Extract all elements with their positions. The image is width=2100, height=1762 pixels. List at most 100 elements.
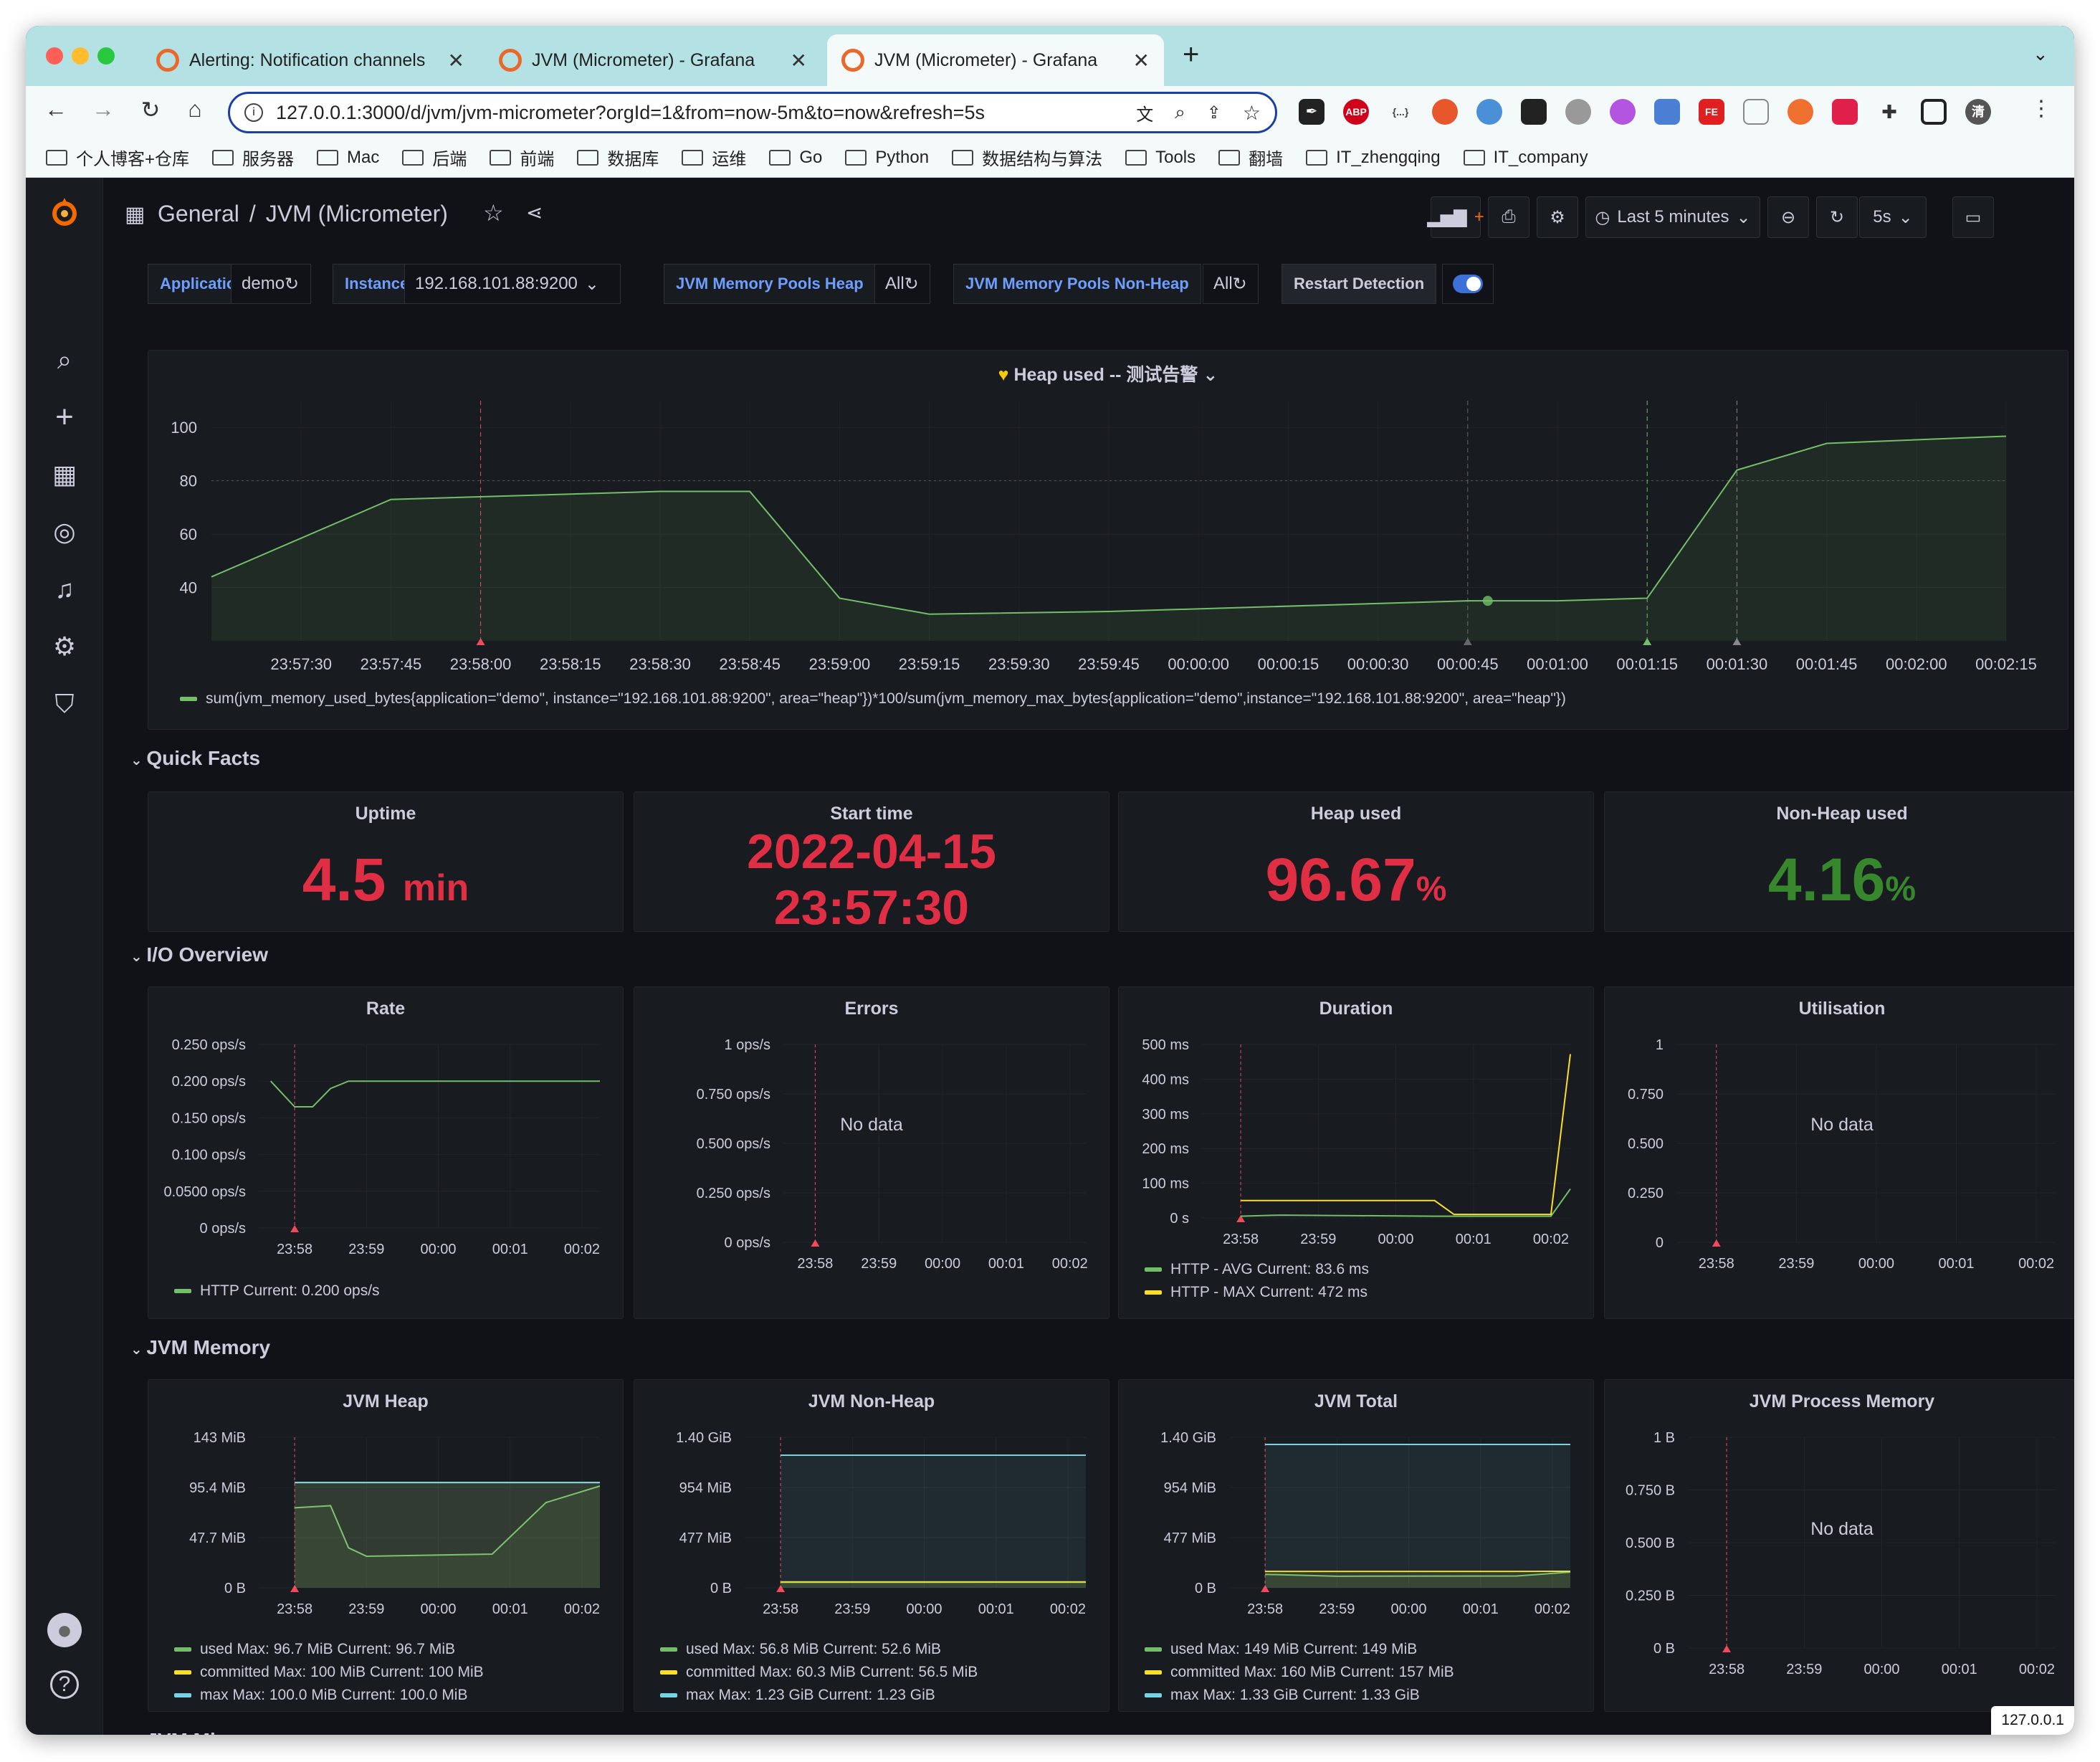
row-jvm-memory[interactable]: ⌄ JVM Memory xyxy=(130,1336,270,1359)
maximize-window-button[interactable] xyxy=(97,47,115,65)
panel-title[interactable]: Start time xyxy=(830,804,913,824)
bookmark-folder[interactable]: 服务器 xyxy=(212,145,294,170)
close-tab-icon[interactable]: ✕ xyxy=(1132,49,1150,72)
bookmark-folder[interactable]: 个人博客+仓库 xyxy=(46,145,189,170)
legend-item[interactable]: sum(jvm_memory_used_bytes{application="d… xyxy=(180,690,1566,708)
bookmark-folder[interactable]: 数据结构与算法 xyxy=(952,145,1102,170)
page-title[interactable]: JVM (Micrometer) xyxy=(265,201,448,227)
tab-list-chevron-icon[interactable]: ⌄ xyxy=(2033,43,2048,65)
zoom-icon[interactable]: ⌕ xyxy=(1175,101,1185,123)
translate-icon[interactable]: 文 xyxy=(1136,105,1154,125)
panel-title[interactable]: JVM Total xyxy=(1314,1391,1398,1411)
star-dashboard-icon[interactable]: ☆ xyxy=(483,200,504,226)
pen-extension-icon[interactable]: ✒ xyxy=(1299,99,1325,125)
row-jvm-misc[interactable]: ⌄ JVM Misc xyxy=(130,1729,238,1735)
bookmark-folder[interactable]: 后端 xyxy=(402,145,467,170)
extension-icon[interactable] xyxy=(1610,99,1636,125)
row-io-overview[interactable]: ⌄ I/O Overview xyxy=(130,943,268,966)
extension-icon[interactable] xyxy=(1832,99,1858,125)
extension-icon[interactable] xyxy=(1521,99,1547,125)
variable-select-instance[interactable]: 192.168.101.88:9200 ⌄ xyxy=(404,264,621,304)
new-tab-icon[interactable]: + xyxy=(1183,39,1200,70)
panel-title[interactable]: JVM Process Memory xyxy=(1749,1391,1935,1411)
reload-icon[interactable]: ↻ xyxy=(140,97,161,123)
bookmark-folder[interactable]: IT_company xyxy=(1463,148,1588,168)
browser-tab-jvm[interactable]: JVM (Micrometer) - Grafana ✕ xyxy=(485,34,821,86)
home-icon[interactable]: ⌂ xyxy=(188,96,202,122)
sidepanel-icon[interactable] xyxy=(1921,99,1947,125)
adblock-extension-icon[interactable]: ABP xyxy=(1343,99,1369,125)
extension-icon[interactable] xyxy=(1565,99,1591,125)
restart-detection-toggle[interactable] xyxy=(1442,264,1494,304)
time-picker-button[interactable]: ◷ Last 5 minutes ⌄ xyxy=(1585,196,1760,238)
dashboard-settings-icon[interactable]: ⚙ xyxy=(1537,196,1578,238)
legend-item[interactable]: HTTP Current: 0.200 ops/s xyxy=(174,1282,380,1300)
add-panel-icon[interactable]: ▂▅▇ + xyxy=(1427,196,1484,238)
close-tab-icon[interactable]: ✕ xyxy=(790,49,807,72)
legend-item[interactable]: HTTP - MAX Current: 472 ms xyxy=(1145,1284,1368,1301)
configuration-gear-icon[interactable]: ⚙ xyxy=(52,632,77,661)
alerting-bell-icon[interactable]: ♫ xyxy=(54,574,75,604)
panel-title[interactable]: ♥ Heap used -- 测试告警 ⌄ xyxy=(148,361,2068,386)
share-dashboard-icon[interactable]: ⋖ xyxy=(526,201,543,224)
help-icon[interactable]: ? xyxy=(50,1670,79,1699)
save-dashboard-icon[interactable]: ⎙ xyxy=(1488,196,1529,238)
browser-tab-jvm-active[interactable]: JVM (Micrometer) - Grafana ✕ xyxy=(827,34,1164,86)
minimize-window-button[interactable] xyxy=(72,47,89,65)
puzzle-extensions-icon[interactable]: ✚ xyxy=(1881,101,1897,123)
url-omnibox[interactable]: i 127.0.0.1:3000/d/jvm/jvm-micrometer?or… xyxy=(228,92,1277,133)
user-avatar[interactable]: ● xyxy=(47,1613,82,1647)
fe-extension-icon[interactable]: FE xyxy=(1699,99,1724,125)
variable-select-application[interactable]: demo ↻ xyxy=(231,264,311,304)
row-quick-facts[interactable]: ⌄ Quick Facts xyxy=(130,747,260,770)
search-icon[interactable]: ⌕ xyxy=(57,345,72,374)
server-admin-shield-icon[interactable]: ⛉ xyxy=(54,689,75,718)
bookmark-folder[interactable]: 翻墙 xyxy=(1218,145,1283,170)
dashboards-grid-icon[interactable]: ▦ xyxy=(52,459,77,489)
back-arrow-icon[interactable]: ← xyxy=(44,96,67,122)
bookmark-folder[interactable]: IT_zhengqing xyxy=(1306,148,1441,168)
extension-icon[interactable] xyxy=(1788,99,1813,125)
grafana-logo-icon[interactable] xyxy=(47,195,82,229)
legend-item[interactable]: HTTP - AVG Current: 83.6 ms xyxy=(1145,1261,1369,1278)
legend-item[interactable]: used Max: 56.8 MiB Current: 52.6 MiB xyxy=(660,1641,941,1658)
panel-title[interactable]: JVM Heap xyxy=(343,1391,429,1411)
variable-select-heap-pools[interactable]: All ↻ xyxy=(874,264,930,304)
legend-item[interactable]: max Max: 100.0 MiB Current: 100.0 MiB xyxy=(174,1687,467,1704)
bookmark-folder[interactable]: Go xyxy=(769,148,822,168)
panel-title[interactable]: Uptime xyxy=(355,804,416,824)
zoom-out-icon[interactable]: ⊖ xyxy=(1767,196,1809,238)
panel-title[interactable]: Heap used xyxy=(1310,804,1402,824)
panel-title[interactable]: Utilisation xyxy=(1798,999,1886,1019)
legend-item[interactable]: committed Max: 60.3 MiB Current: 56.5 Mi… xyxy=(660,1664,978,1681)
extension-icon[interactable] xyxy=(1476,99,1502,125)
browser-menu-icon[interactable]: ⋮ xyxy=(2030,97,2052,120)
legend-item[interactable]: committed Max: 100 MiB Current: 100 MiB xyxy=(174,1664,484,1681)
translate-extension-icon[interactable] xyxy=(1654,99,1680,125)
profile-avatar[interactable]: 清 xyxy=(1965,99,1991,125)
panel-title[interactable]: Rate xyxy=(366,999,406,1019)
extension-icon[interactable] xyxy=(1743,99,1769,125)
bookmark-folder[interactable]: Tools xyxy=(1125,148,1195,168)
legend-item[interactable]: max Max: 1.23 GiB Current: 1.23 GiB xyxy=(660,1687,935,1704)
refresh-icon[interactable]: ↻ xyxy=(1816,196,1858,238)
bookmark-folder[interactable]: 前端 xyxy=(490,145,554,170)
url-text[interactable]: 127.0.0.1:3000/d/jvm/jvm-micrometer?orgI… xyxy=(276,101,985,123)
panel-title[interactable]: Errors xyxy=(844,999,899,1019)
bookmark-folder[interactable]: 数据库 xyxy=(577,145,659,170)
bookmark-folder[interactable]: Mac xyxy=(317,148,379,168)
bookmark-folder[interactable]: Python xyxy=(845,148,929,168)
panel-title[interactable]: JVM Non-Heap xyxy=(808,1391,935,1411)
panel-title[interactable]: Non-Heap used xyxy=(1776,804,1908,824)
bookmark-folder[interactable]: 运维 xyxy=(682,145,746,170)
close-window-button[interactable] xyxy=(46,47,63,65)
forward-arrow-icon[interactable]: → xyxy=(92,96,115,122)
browser-tab-alerting[interactable]: Alerting: Notification channels ✕ xyxy=(142,34,479,86)
explore-compass-icon[interactable]: ◎ xyxy=(53,517,76,546)
legend-item[interactable]: used Max: 149 MiB Current: 149 MiB xyxy=(1145,1641,1417,1658)
share-icon[interactable]: ⇪ xyxy=(1206,103,1221,123)
variable-select-nonheap-pools[interactable]: All ↻ xyxy=(1203,264,1259,304)
create-plus-icon[interactable]: + xyxy=(55,399,74,434)
panel-title[interactable]: Duration xyxy=(1319,999,1393,1019)
bookmark-star-icon[interactable]: ☆ xyxy=(1242,101,1261,124)
